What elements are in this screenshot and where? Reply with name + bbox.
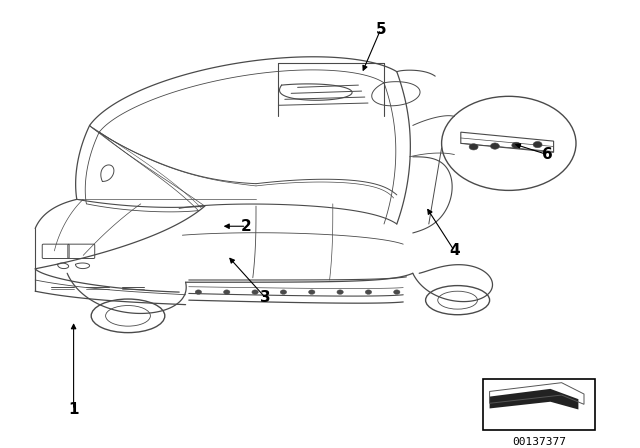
Circle shape (308, 290, 315, 294)
Circle shape (337, 290, 343, 294)
Text: 00137377: 00137377 (512, 437, 566, 447)
Circle shape (394, 290, 400, 294)
Circle shape (223, 290, 230, 294)
Circle shape (512, 142, 521, 148)
Text: 3: 3 (260, 290, 271, 306)
Circle shape (252, 290, 259, 294)
Text: 6: 6 (542, 147, 552, 162)
Circle shape (280, 290, 287, 294)
Circle shape (469, 144, 478, 150)
Bar (483, 379, 595, 430)
Text: 5: 5 (376, 22, 386, 37)
Text: 1: 1 (68, 402, 79, 418)
Circle shape (195, 290, 202, 294)
Circle shape (365, 290, 372, 294)
Circle shape (490, 143, 499, 149)
Text: 2: 2 (241, 219, 252, 234)
Text: 4: 4 (449, 243, 460, 258)
Circle shape (533, 142, 542, 148)
Polygon shape (490, 389, 579, 409)
